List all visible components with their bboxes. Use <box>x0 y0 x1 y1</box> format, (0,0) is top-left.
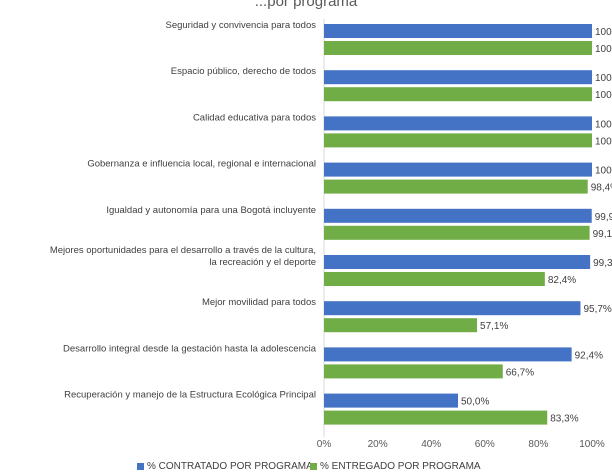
x-tick-label: 60% <box>475 439 495 450</box>
data-label-contratado: 99,9% <box>595 212 612 223</box>
bar-entregado <box>324 410 548 425</box>
bar-entregado <box>324 318 478 333</box>
bar-entregado <box>324 364 503 379</box>
data-label-contratado: 50,0% <box>461 397 489 408</box>
x-tick-label: 100% <box>579 439 605 450</box>
data-label-entregado: 100,0% <box>595 136 612 147</box>
data-label-entregado: 83,3% <box>550 414 578 425</box>
bar-contratado <box>324 301 581 316</box>
bar-contratado <box>324 393 458 408</box>
bar-entregado <box>324 133 592 148</box>
data-label-contratado: 100,0% <box>595 166 612 177</box>
legend-item-entregado: % ENTREGADO POR PROGRAMA <box>310 461 481 472</box>
bar-contratado <box>324 208 592 223</box>
category-label: la recreación y el deporte <box>209 257 316 268</box>
category-label: Mejor movilidad para todos <box>202 297 316 308</box>
x-tick-label: 40% <box>421 439 441 450</box>
x-tick-label: 80% <box>528 439 548 450</box>
bar-contratado <box>324 70 592 85</box>
x-tick-label: 20% <box>368 439 388 450</box>
data-label-contratado: 99,3% <box>593 258 612 269</box>
bar-contratado <box>324 24 592 38</box>
bar-entregado <box>324 179 588 194</box>
bar-contratado <box>324 162 592 177</box>
data-label-contratado: 100,0% <box>595 27 612 38</box>
bar-entregado <box>324 87 592 102</box>
legend-swatch-entregado <box>310 463 317 470</box>
legend-item-contratado: % CONTRATADO POR PROGRAMA <box>137 461 313 472</box>
data-label-contratado: 95,7% <box>583 304 611 315</box>
category-label: Recuperación y manejo de la Estructura E… <box>64 390 316 401</box>
chart-title: ...por programa <box>255 0 358 10</box>
bar-entregado <box>324 272 545 286</box>
data-label-entregado: 66,7% <box>506 367 534 378</box>
data-label-entregado: 100,0% <box>595 90 612 101</box>
bar-contratado <box>324 347 572 362</box>
data-label-entregado: 98,4% <box>591 183 612 194</box>
data-label-entregado: 82,4% <box>548 275 576 286</box>
data-label-entregado: 100,0% <box>595 44 612 55</box>
category-label: Mejores oportunidades para el desarrollo… <box>50 245 316 256</box>
category-label: Espacio público, derecho de todos <box>171 66 316 77</box>
data-label-entregado: 57,1% <box>480 321 508 332</box>
data-label-contratado: 92,4% <box>575 350 603 361</box>
category-label: Calidad educativa para todos <box>193 112 316 123</box>
legend: % CONTRATADO POR PROGRAMA % ENTREGADO PO… <box>0 461 612 476</box>
data-label-contratado: 100,0% <box>595 73 612 84</box>
x-tick-label: 0% <box>317 439 332 450</box>
bar-entregado <box>324 41 592 55</box>
category-label: Gobernanza e influencia local, regional … <box>87 159 316 170</box>
bar-entregado <box>324 225 590 240</box>
category-label: Igualdad y autonomía para una Bogotá inc… <box>106 205 316 216</box>
legend-label-contratado: % CONTRATADO POR PROGRAMA <box>147 461 313 472</box>
category-label: Seguridad y convivencia para todos <box>165 20 316 31</box>
category-label: Desarrollo integral desde la gestación h… <box>63 343 317 354</box>
legend-swatch-contratado <box>137 463 144 470</box>
data-label-entregado: 99,1% <box>593 229 612 240</box>
data-label-contratado: 100,0% <box>595 119 612 130</box>
legend-label-entregado: % ENTREGADO POR PROGRAMA <box>320 461 481 472</box>
bar-contratado <box>324 255 591 269</box>
bar-contratado <box>324 116 592 131</box>
